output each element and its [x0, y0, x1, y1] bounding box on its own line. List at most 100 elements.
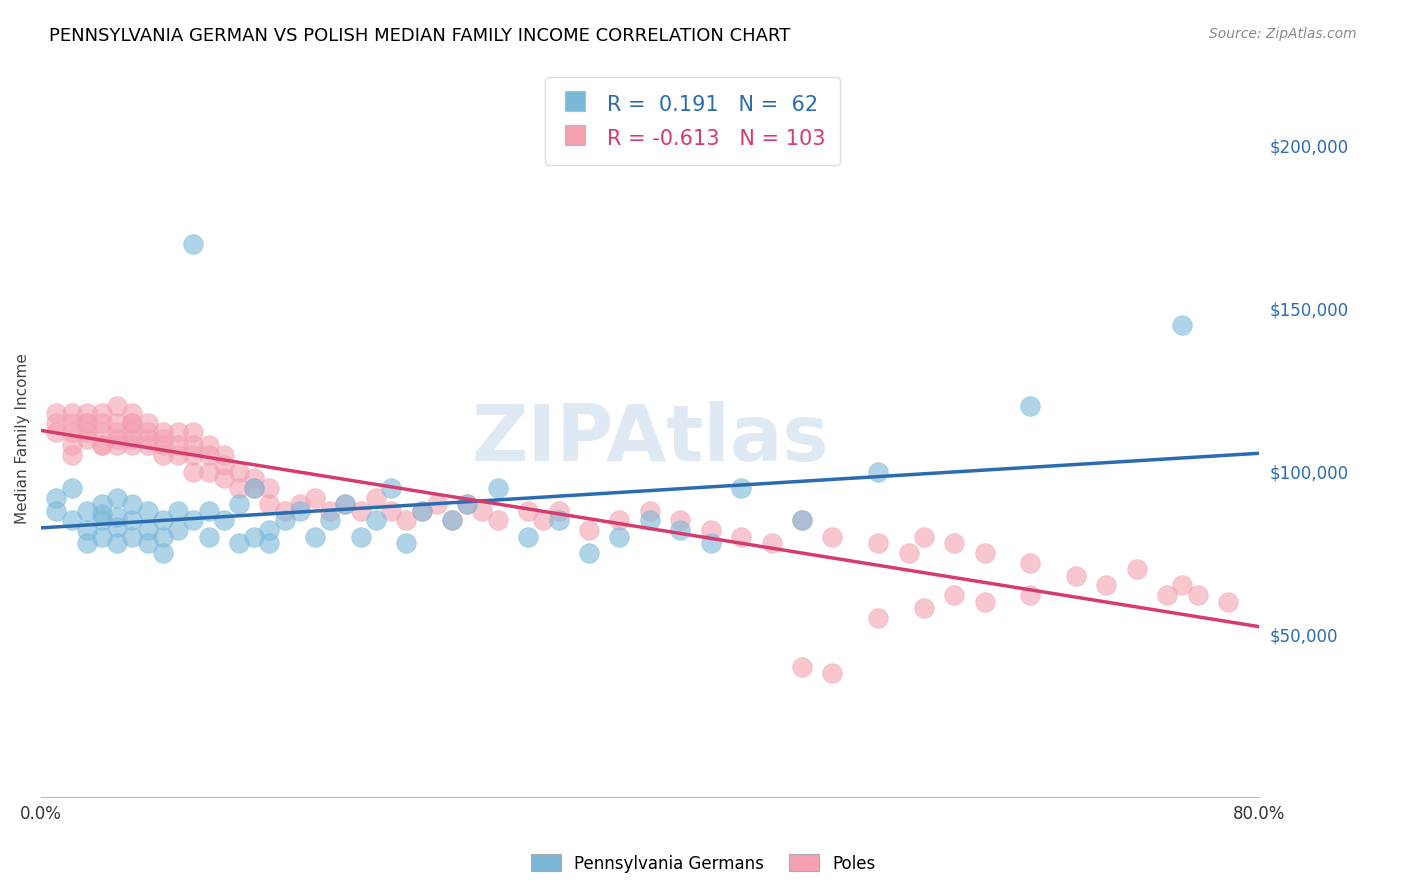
Point — [1187, 588, 1209, 602]
Point — [350, 503, 373, 517]
Point — [228, 465, 250, 479]
Point — [136, 523, 159, 537]
Point — [1095, 578, 1118, 592]
Point — [1171, 578, 1194, 592]
Point — [152, 513, 174, 527]
Point — [471, 503, 494, 517]
Point — [76, 416, 98, 430]
Point — [1064, 568, 1087, 582]
Point — [212, 471, 235, 485]
Point — [60, 406, 83, 420]
Point — [76, 416, 98, 430]
Point — [136, 425, 159, 440]
Point — [76, 425, 98, 440]
Point — [868, 611, 890, 625]
Point — [105, 491, 128, 505]
Point — [121, 406, 143, 420]
Point — [395, 536, 418, 550]
Point — [121, 497, 143, 511]
Point — [790, 513, 813, 527]
Point — [547, 513, 569, 527]
Point — [60, 438, 83, 452]
Point — [761, 536, 783, 550]
Point — [609, 513, 631, 527]
Point — [790, 660, 813, 674]
Point — [699, 523, 721, 537]
Point — [212, 458, 235, 472]
Point — [152, 448, 174, 462]
Point — [121, 432, 143, 446]
Point — [319, 503, 342, 517]
Point — [319, 513, 342, 527]
Y-axis label: Median Family Income: Median Family Income — [15, 353, 30, 524]
Point — [167, 438, 190, 452]
Point — [517, 503, 540, 517]
Point — [304, 530, 326, 544]
Point — [578, 523, 600, 537]
Point — [790, 513, 813, 527]
Point — [411, 503, 433, 517]
Point — [547, 503, 569, 517]
Point — [121, 425, 143, 440]
Point — [60, 416, 83, 430]
Point — [121, 416, 143, 430]
Point — [121, 438, 143, 452]
Point — [973, 595, 995, 609]
Point — [212, 448, 235, 462]
Point — [197, 530, 219, 544]
Point — [76, 406, 98, 420]
Point — [181, 513, 204, 527]
Point — [1171, 318, 1194, 332]
Point — [821, 666, 844, 681]
Point — [105, 536, 128, 550]
Point — [45, 491, 67, 505]
Point — [167, 523, 190, 537]
Point — [91, 438, 114, 452]
Legend: Pennsylvania Germans, Poles: Pennsylvania Germans, Poles — [524, 847, 882, 880]
Point — [212, 513, 235, 527]
Point — [60, 481, 83, 495]
Point — [76, 503, 98, 517]
Point — [91, 406, 114, 420]
Point — [380, 503, 402, 517]
Point — [181, 425, 204, 440]
Point — [152, 546, 174, 560]
Point — [136, 438, 159, 452]
Point — [531, 513, 554, 527]
Point — [228, 481, 250, 495]
Point — [395, 513, 418, 527]
Point — [1218, 595, 1240, 609]
Point — [76, 432, 98, 446]
Point — [243, 471, 266, 485]
Point — [152, 530, 174, 544]
Point — [91, 507, 114, 521]
Point — [1156, 588, 1178, 602]
Text: Source: ZipAtlas.com: Source: ZipAtlas.com — [1209, 27, 1357, 41]
Point — [181, 448, 204, 462]
Point — [60, 448, 83, 462]
Point — [167, 503, 190, 517]
Point — [304, 491, 326, 505]
Point — [91, 425, 114, 440]
Text: PENNSYLVANIA GERMAN VS POLISH MEDIAN FAMILY INCOME CORRELATION CHART: PENNSYLVANIA GERMAN VS POLISH MEDIAN FAM… — [49, 27, 790, 45]
Point — [730, 530, 752, 544]
Point — [912, 601, 935, 615]
Point — [197, 438, 219, 452]
Point — [76, 523, 98, 537]
Point — [228, 536, 250, 550]
Point — [152, 425, 174, 440]
Point — [45, 503, 67, 517]
Point — [60, 513, 83, 527]
Point — [912, 530, 935, 544]
Point — [105, 425, 128, 440]
Point — [197, 503, 219, 517]
Point — [152, 438, 174, 452]
Text: ZIPAtlas: ZIPAtlas — [471, 401, 828, 477]
Point — [259, 497, 281, 511]
Point — [1019, 556, 1042, 570]
Point — [45, 406, 67, 420]
Point — [638, 503, 661, 517]
Point — [897, 546, 920, 560]
Point — [152, 432, 174, 446]
Point — [380, 481, 402, 495]
